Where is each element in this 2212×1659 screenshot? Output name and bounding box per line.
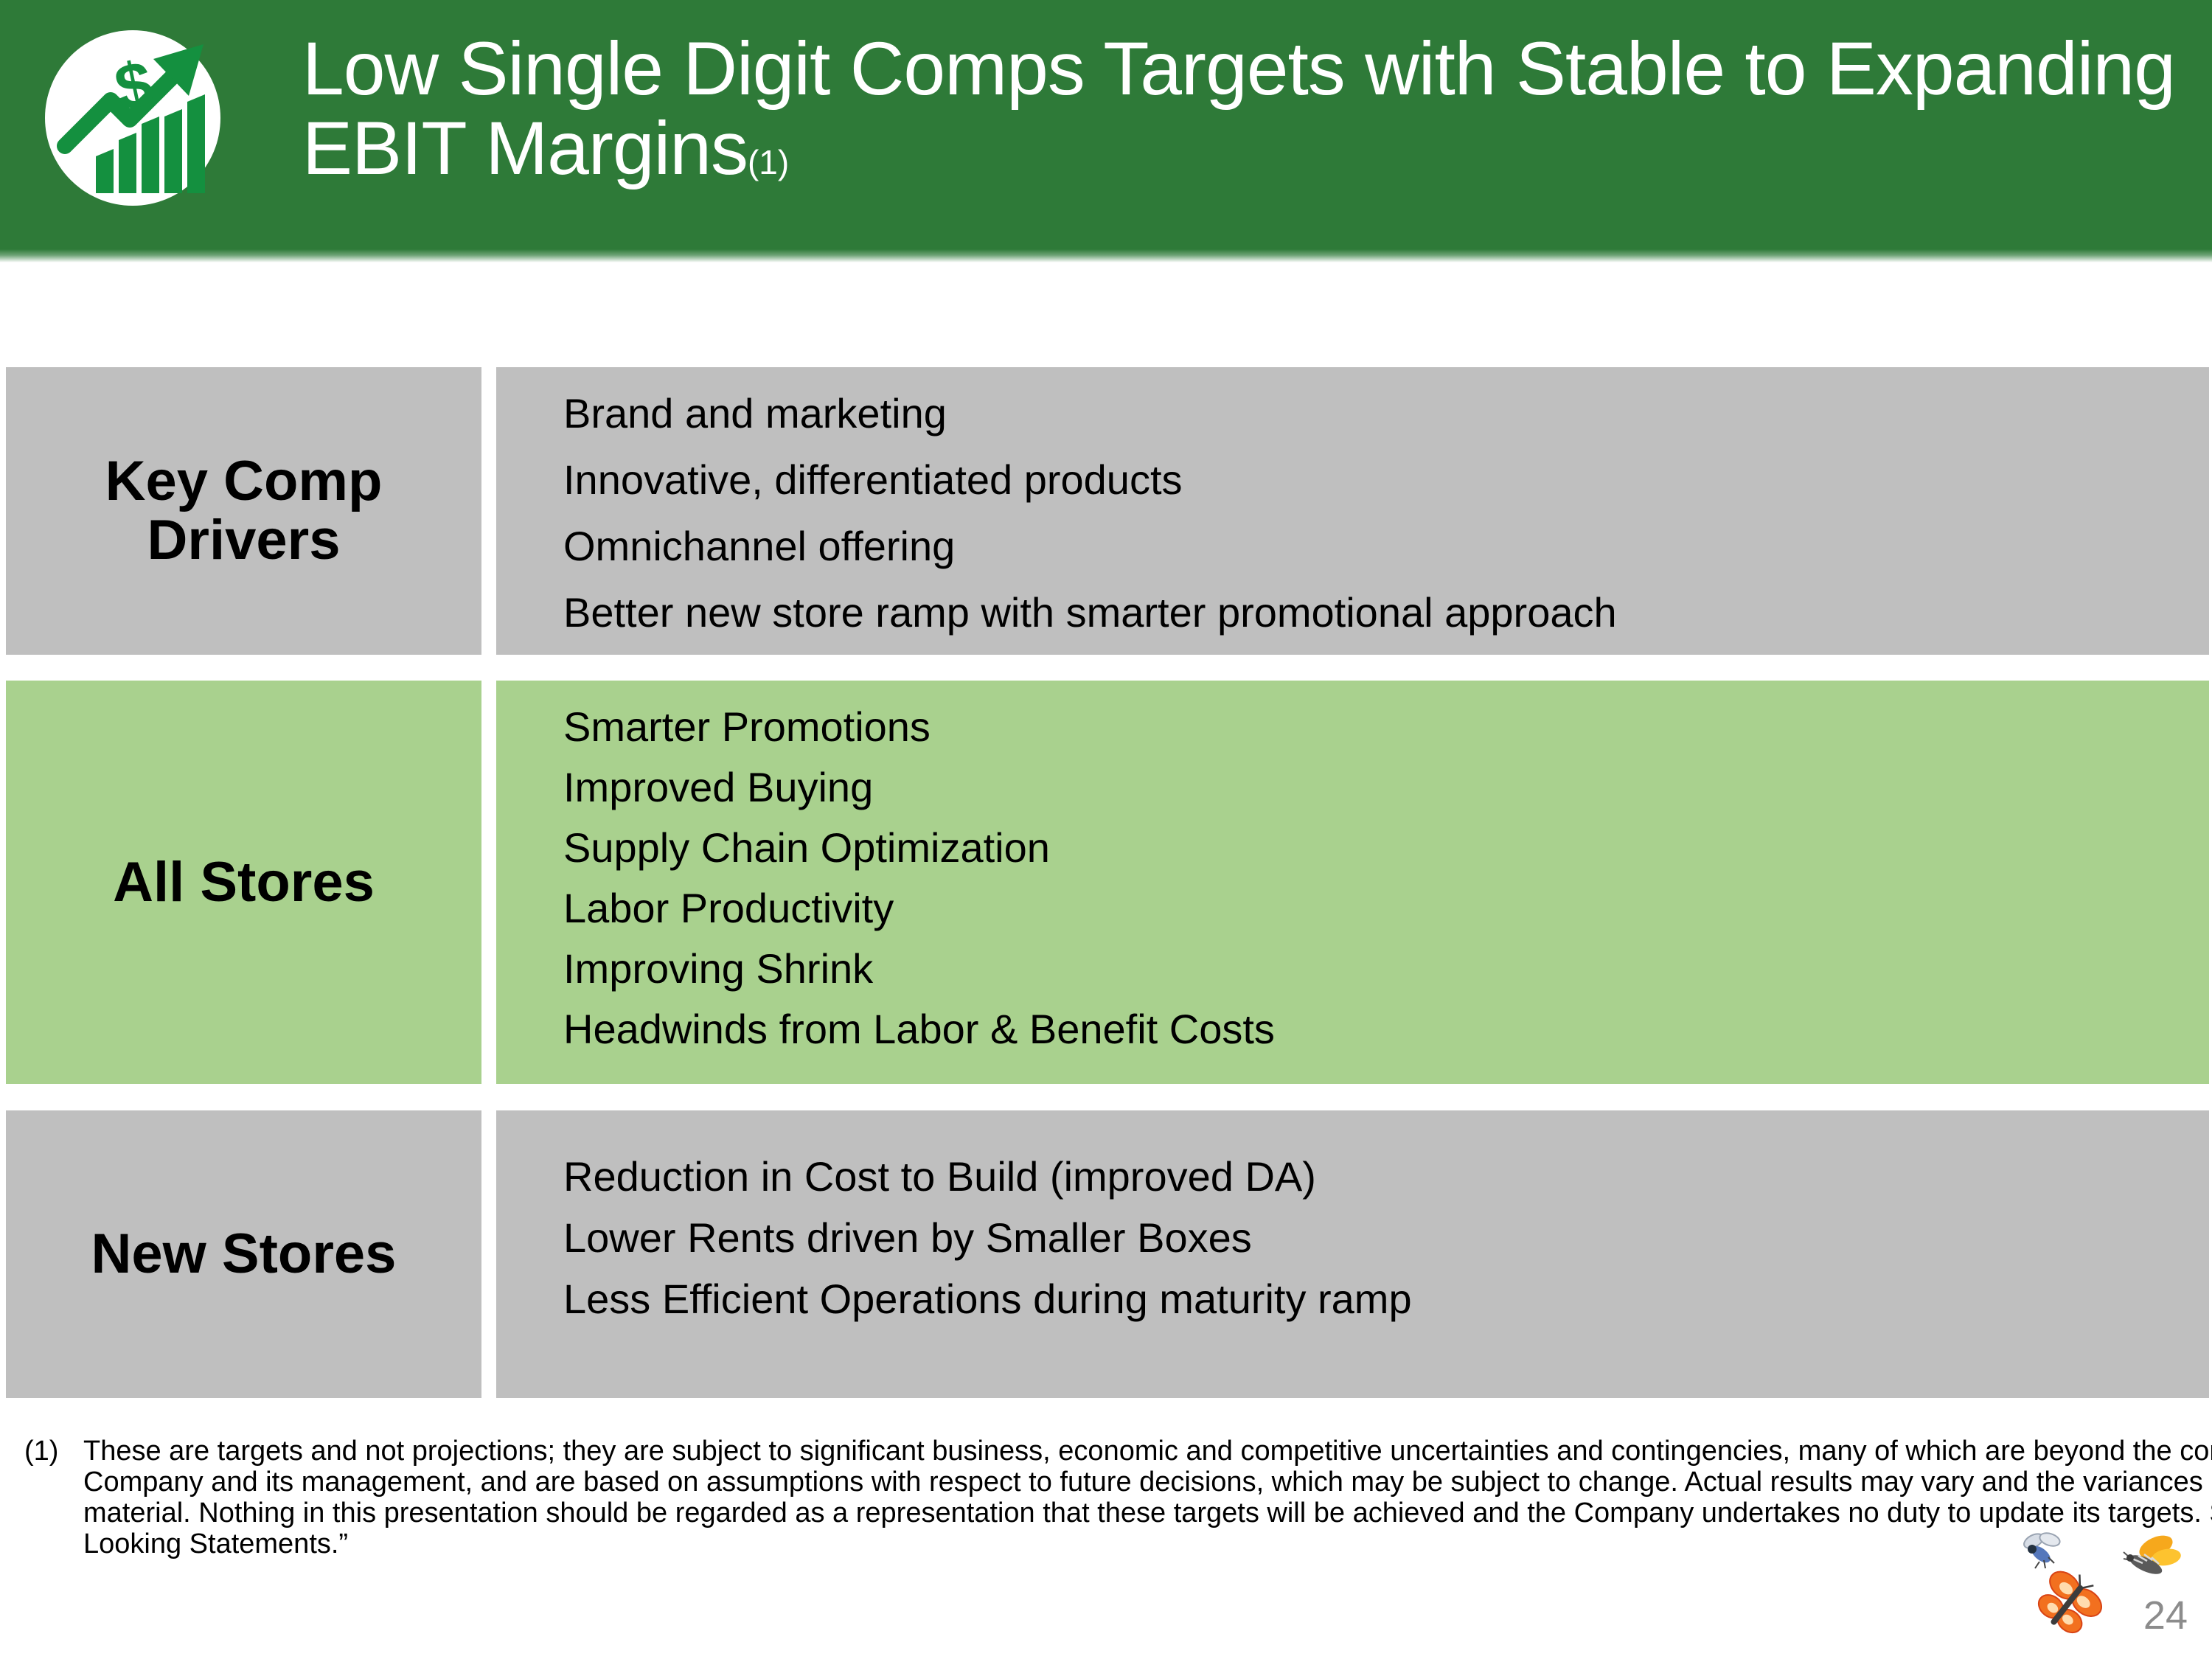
footnote-line: material. Nothing in this presentation s…	[83, 1498, 2212, 1528]
row-content-key-comp-drivers: Brand and marketing Innovative, differen…	[496, 367, 2209, 655]
list-item: Labor Productivity	[563, 885, 894, 931]
butterfly-yellow-icon	[2118, 1532, 2181, 1584]
fly-icon	[2017, 1529, 2065, 1572]
title-line1: Low Single Digit Comps Targets with Stab…	[302, 27, 2176, 111]
list-item: Better new store ramp with smarter promo…	[563, 589, 1617, 636]
footnote-marker: (1)	[24, 1436, 59, 1467]
row-label-new-stores: New Stores	[6, 1110, 481, 1398]
list-item: Lower Rents driven by Smaller Boxes	[563, 1214, 1252, 1261]
list-item: Less Efficient Operations during maturit…	[563, 1276, 1412, 1322]
header-banner: $ Low Single Digit Comps Targets with St…	[0, 0, 2212, 249]
footnote-line: These are targets and not projections; t…	[83, 1436, 2212, 1467]
list-item: Headwinds from Labor & Benefit Costs	[563, 1006, 1275, 1052]
footnote: These are targets and not projections; t…	[83, 1436, 2212, 1559]
row-content-new-stores: Reduction in Cost to Build (improved DA)…	[496, 1110, 2209, 1398]
list-item: Reduction in Cost to Build (improved DA)	[563, 1153, 1316, 1200]
list-item: Omnichannel offering	[563, 523, 956, 569]
butterfly-orange-icon	[2029, 1568, 2106, 1641]
row-label-text: All Stores	[113, 850, 375, 914]
list-item: Innovative, differentiated products	[563, 456, 1183, 503]
title-line2-text: EBIT Margins	[302, 106, 748, 190]
header-fade-strip	[0, 249, 2212, 262]
list-item: Supply Chain Optimization	[563, 824, 1050, 871]
footnote-line: Looking Statements.”	[83, 1528, 349, 1559]
row-label-text: Key Comp Drivers	[105, 450, 383, 571]
row-label-text: New Stores	[91, 1222, 397, 1285]
title-line2: EBIT Margins(1)	[302, 108, 2175, 202]
page-title: Low Single Digit Comps Targets with Stab…	[302, 27, 2176, 202]
list-item: Improving Shrink	[563, 945, 874, 992]
row-content-all-stores: Smarter Promotions Improved Buying Suppl…	[496, 681, 2209, 1084]
page-number: 24	[2143, 1593, 2188, 1638]
list-item: Improved Buying	[563, 764, 874, 810]
footnote-line: Company and its management, and are base…	[83, 1467, 2212, 1498]
row-label-key-comp-drivers: Key Comp Drivers	[6, 367, 481, 655]
list-item: Brand and marketing	[563, 390, 947, 437]
money-growth-icon: $	[44, 29, 221, 206]
list-item: Smarter Promotions	[563, 703, 931, 750]
money-growth-icon-svg: $	[45, 30, 220, 206]
row-label-all-stores: All Stores	[6, 681, 481, 1084]
footnote-ref: (1)	[747, 143, 790, 181]
